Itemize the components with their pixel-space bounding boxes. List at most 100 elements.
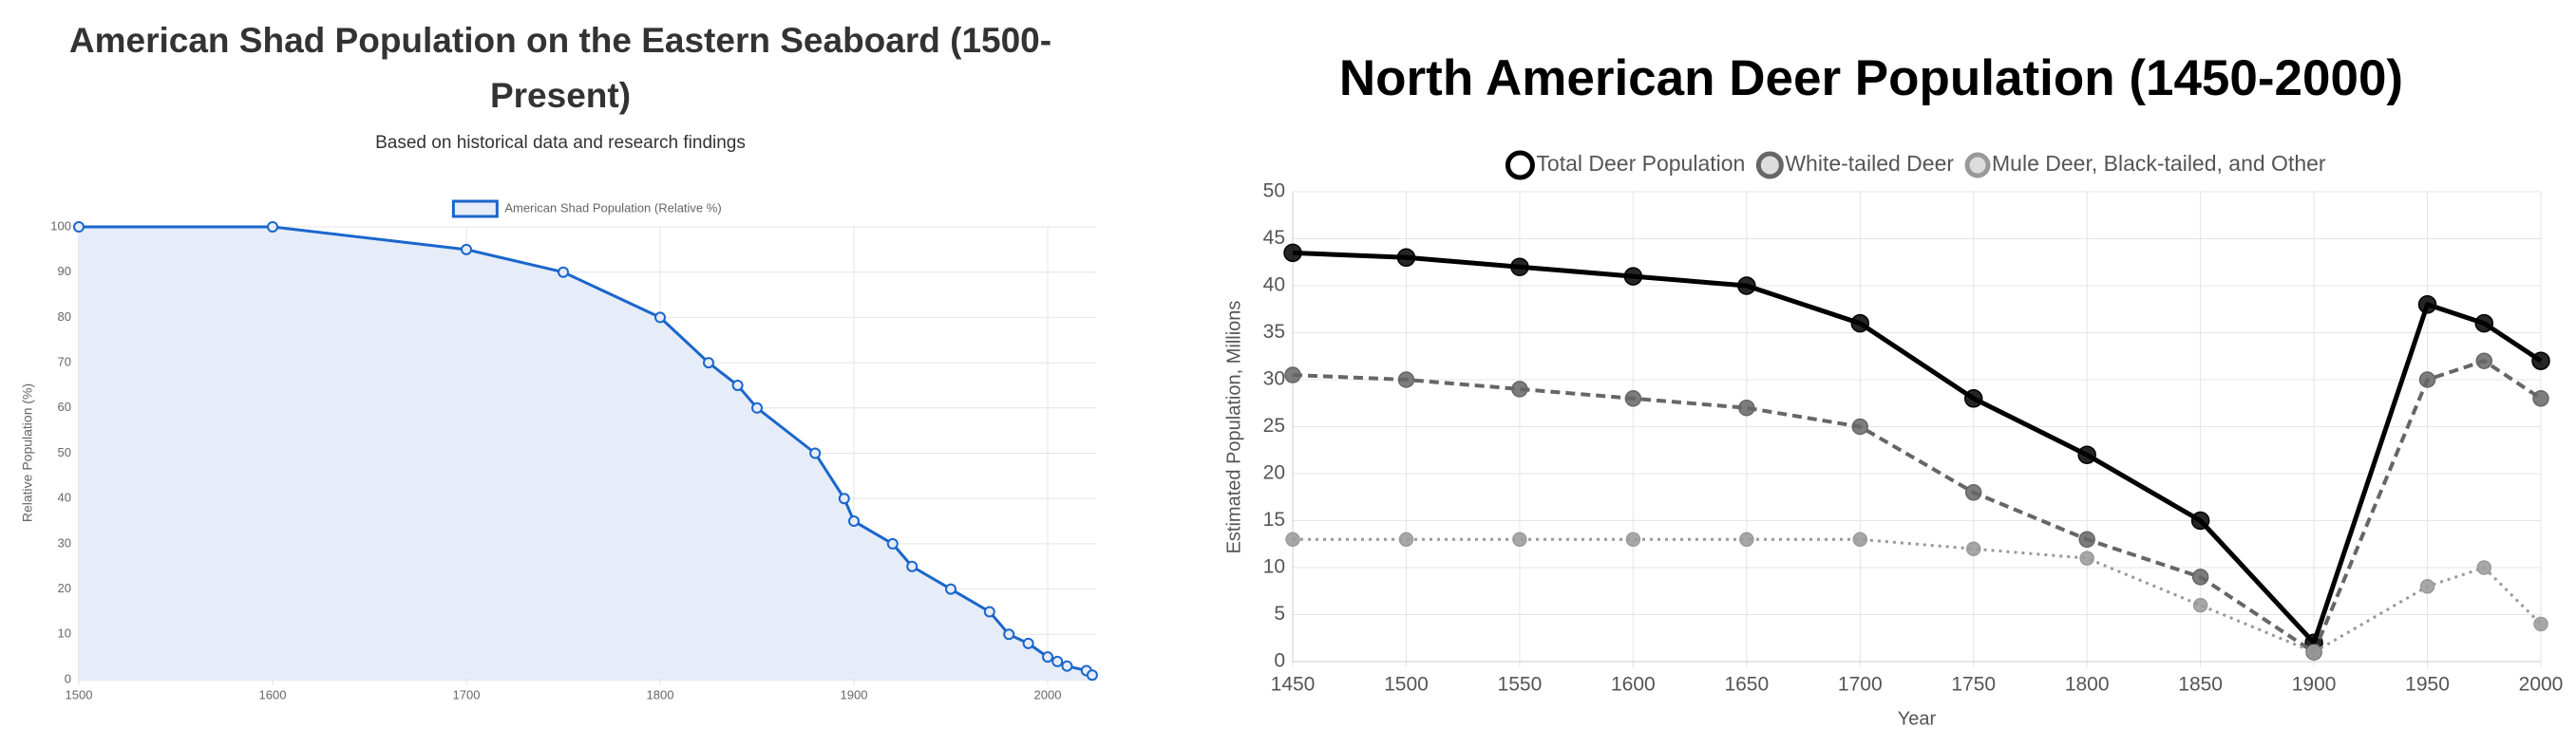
point (461, 243, 472, 255)
y-tick-label: 100 (50, 218, 71, 233)
x-tick-label: 1500 (66, 687, 93, 701)
y-tick-label: 20 (58, 581, 71, 595)
y-tick-label: 0 (65, 671, 71, 685)
point (2078, 531, 2095, 549)
y-tick-label: 0 (1274, 650, 1285, 672)
point (558, 266, 569, 278)
point (1511, 381, 1528, 398)
point (1738, 399, 1755, 417)
area (79, 227, 1092, 680)
x-tick-label: 1600 (259, 687, 287, 701)
legend: American Shad Population (Relative %) (451, 199, 722, 218)
point (906, 560, 919, 572)
y-tick-label: 90 (58, 264, 71, 278)
point (2417, 295, 2437, 314)
point (809, 447, 822, 459)
y-tick-label: 15 (1263, 509, 1285, 531)
point (1283, 243, 1302, 263)
x-tick-label: 1950 (2405, 674, 2450, 696)
point (2475, 352, 2493, 369)
legend-swatch (1755, 151, 1784, 179)
point (1965, 541, 1981, 556)
x-tick-label: 1450 (1271, 674, 1316, 696)
y-tick-label: 30 (1263, 368, 1285, 390)
y-axis-label: Estimated Population, Millions (1223, 301, 1244, 554)
y-tick-label: 40 (1263, 274, 1285, 296)
point (1851, 418, 1869, 436)
point (1510, 257, 1529, 276)
x-tick-label: 1800 (2065, 674, 2110, 696)
point (2533, 616, 2548, 632)
y-tick-label: 10 (58, 626, 71, 641)
point (703, 357, 714, 369)
point (2306, 645, 2321, 660)
point (1284, 366, 1301, 383)
point (1852, 532, 1868, 548)
x-tick-label: 2000 (2519, 674, 2564, 696)
point (1623, 267, 1643, 286)
x-tick-label: 1700 (1838, 674, 1883, 696)
legend-label: White-tailed Deer (1785, 151, 1954, 176)
chart-subtitle: Based on historical data and research fi… (375, 133, 746, 153)
x-tick-label: 1700 (453, 687, 481, 701)
y-tick-label: 25 (1263, 415, 1285, 437)
point (1396, 248, 1416, 268)
point (2190, 511, 2210, 531)
point (1086, 669, 1098, 682)
y-tick-label: 30 (58, 535, 71, 550)
y-tick-label: 50 (1263, 180, 1285, 202)
point (945, 583, 957, 595)
chart-title: North American Deer Population (1450-200… (1338, 50, 2404, 106)
chart-title: American Shad Population on the Eastern … (68, 21, 1052, 115)
point (1042, 651, 1053, 664)
point (1051, 655, 1064, 667)
point (1285, 532, 1300, 548)
point (983, 606, 995, 618)
point (267, 221, 278, 233)
x-tick-label: 1550 (1498, 674, 1543, 696)
legend-swatch (1505, 150, 1535, 180)
point (2419, 579, 2435, 594)
point (1022, 637, 1034, 649)
point (1737, 276, 1756, 295)
x-tick-label: 1500 (1384, 674, 1429, 696)
point (2077, 445, 2096, 464)
point (2474, 313, 2494, 333)
point (1397, 371, 1415, 388)
legend: Total Deer Population White-tailed Deer Mu… (1505, 150, 2326, 180)
line (1292, 250, 2543, 645)
point (1624, 390, 1642, 407)
y-tick-label: 20 (1263, 462, 1285, 484)
y-tick-label: 5 (1274, 603, 1285, 625)
x-tick-label: 1850 (2178, 674, 2223, 696)
y-tick-label: 45 (1263, 227, 1285, 249)
y-tick-label: 35 (1263, 321, 1285, 343)
legend-label: Total Deer Population (1536, 151, 1745, 176)
y-tick-label: 80 (58, 309, 71, 324)
point (1850, 313, 1870, 333)
line (1293, 537, 2543, 654)
x-tick-label: 1900 (841, 687, 868, 701)
point (2531, 351, 2550, 370)
legend-swatch (1964, 152, 1991, 178)
x-tick-label: 1750 (1951, 674, 1996, 696)
point (2079, 551, 2094, 566)
point (1964, 484, 1982, 501)
point (654, 311, 666, 324)
y-tick-label: 70 (58, 355, 71, 369)
point (1963, 389, 1983, 408)
point (1625, 532, 1641, 548)
y-tick-label: 40 (58, 491, 71, 505)
x-tick-label: 1900 (2292, 674, 2337, 696)
point (1512, 532, 1527, 548)
x-tick-label: 1650 (1724, 674, 1769, 696)
point (1061, 660, 1073, 672)
point (73, 221, 85, 233)
point (2192, 597, 2208, 613)
point (751, 402, 763, 414)
legend-label: American Shad Population (Relative %) (504, 200, 721, 215)
x-tick-label: 1800 (647, 687, 674, 701)
point (1398, 532, 1414, 548)
